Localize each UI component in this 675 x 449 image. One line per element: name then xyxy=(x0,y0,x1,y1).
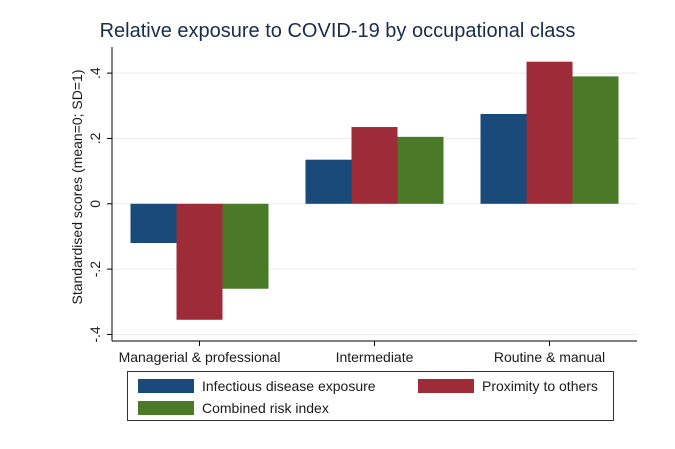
legend-swatch-combined xyxy=(138,401,194,415)
bar-2-2 xyxy=(351,127,398,204)
legend-item-infectious: Infectious disease exposure xyxy=(138,378,376,394)
x-tick-label: Intermediate xyxy=(336,349,414,365)
bar-1-1 xyxy=(130,203,177,243)
x-tick-label: Managerial & professional xyxy=(119,349,281,365)
legend-item-combined: Combined risk index xyxy=(138,400,329,416)
bar-3-3 xyxy=(572,76,619,204)
y-tick-label: -.4 xyxy=(87,326,103,343)
legend-label-combined: Combined risk index xyxy=(202,400,329,416)
y-tick-label: .2 xyxy=(87,132,103,144)
bar-3-1 xyxy=(222,203,269,289)
legend: Infectious disease exposure Proximity to… xyxy=(127,371,614,421)
legend-label-proximity: Proximity to others xyxy=(482,378,598,394)
bar-2-1 xyxy=(176,203,223,320)
y-tick-label: -.2 xyxy=(87,261,103,278)
bar-1-3 xyxy=(480,113,527,204)
legend-item-proximity: Proximity to others xyxy=(418,378,598,394)
bar-2-3 xyxy=(526,61,573,204)
chart-title: Relative exposure to COVID-19 by occupat… xyxy=(99,20,576,42)
y-tick-label: .4 xyxy=(87,67,103,79)
bar-1-2 xyxy=(305,159,352,204)
x-tick-label: Routine & manual xyxy=(494,349,605,365)
y-tick-label: 0 xyxy=(87,200,103,208)
bar-3-2 xyxy=(397,136,444,204)
legend-swatch-infectious xyxy=(138,379,194,393)
legend-label-infectious: Infectious disease exposure xyxy=(202,378,376,394)
legend-swatch-proximity xyxy=(418,379,474,393)
